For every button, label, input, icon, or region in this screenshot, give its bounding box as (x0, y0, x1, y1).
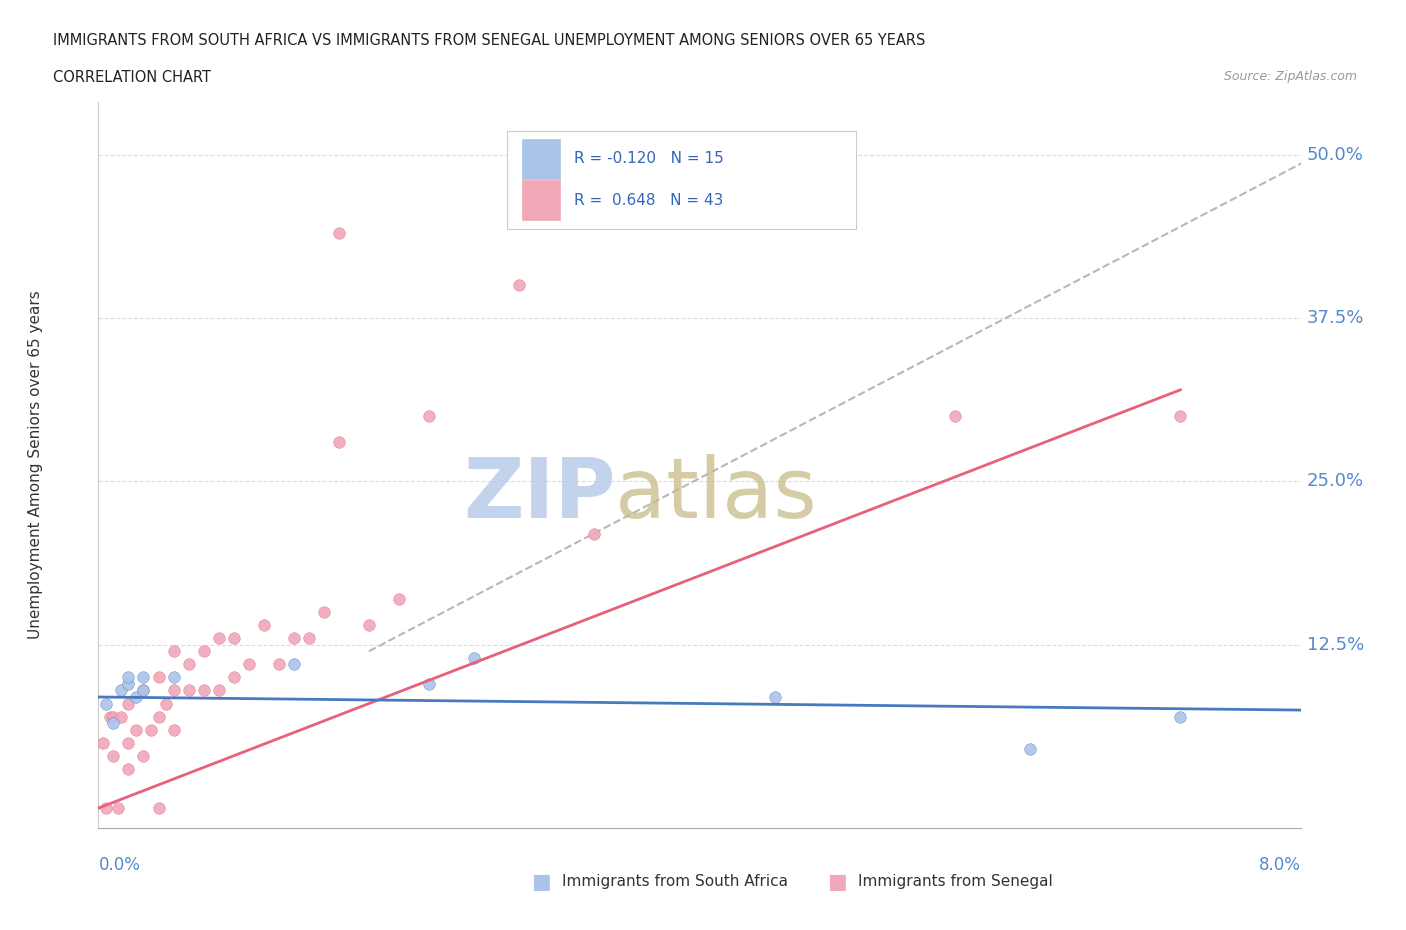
Point (91, 736, 114, 751)
Point (222, 670, 245, 684)
Point (100, 710, 122, 724)
Point (312, 604, 335, 619)
Point (94, 801, 117, 816)
FancyBboxPatch shape (508, 131, 856, 230)
Text: ■: ■ (827, 871, 846, 892)
Point (238, 657, 260, 671)
Point (139, 723, 162, 737)
Point (193, 683, 215, 698)
Point (162, 644, 184, 658)
Text: ■: ■ (531, 871, 551, 892)
Point (463, 650, 485, 665)
Point (132, 683, 155, 698)
Point (583, 526, 606, 541)
Point (177, 683, 200, 698)
Point (388, 591, 411, 606)
Point (148, 801, 170, 816)
Point (357, 618, 380, 632)
Text: Immigrants from South Africa: Immigrants from South Africa (562, 874, 789, 889)
Point (103, 716, 125, 731)
Point (328, 434, 350, 449)
Bar (522, 139, 560, 179)
Text: CORRELATION CHART: CORRELATION CHART (53, 70, 211, 85)
Point (107, 801, 129, 816)
Point (117, 736, 139, 751)
Point (117, 670, 139, 684)
Text: 50.0%: 50.0% (1306, 146, 1364, 164)
Bar (522, 180, 560, 220)
Point (94, 696, 117, 711)
Point (418, 408, 440, 423)
Point (148, 670, 170, 684)
Point (117, 696, 139, 711)
Text: R = -0.120   N = 15: R = -0.120 N = 15 (575, 152, 724, 166)
Text: Source: ZipAtlas.com: Source: ZipAtlas.com (1223, 70, 1357, 83)
Point (162, 670, 184, 684)
Point (253, 618, 276, 632)
Point (222, 631, 245, 645)
Point (1019, 742, 1042, 757)
Point (162, 723, 184, 737)
Text: Immigrants from Senegal: Immigrants from Senegal (858, 874, 1053, 889)
Point (1168, 408, 1191, 423)
Text: 0.0%: 0.0% (98, 857, 141, 874)
Point (117, 762, 139, 777)
Point (193, 644, 215, 658)
Point (132, 683, 155, 698)
Point (208, 631, 231, 645)
Point (125, 723, 148, 737)
Point (283, 657, 305, 671)
Point (177, 657, 200, 671)
Point (110, 683, 132, 698)
Point (155, 696, 177, 711)
Point (148, 710, 170, 724)
Point (1168, 710, 1191, 724)
Point (418, 676, 440, 691)
Point (132, 670, 155, 684)
Text: Unemployment Among Seniors over 65 years: Unemployment Among Seniors over 65 years (28, 291, 44, 640)
Text: 37.5%: 37.5% (1306, 309, 1364, 327)
Point (267, 657, 290, 671)
Point (208, 683, 231, 698)
Text: R =  0.648   N = 43: R = 0.648 N = 43 (575, 193, 724, 207)
Text: 12.5%: 12.5% (1306, 636, 1364, 654)
Point (298, 631, 321, 645)
Text: 8.0%: 8.0% (1258, 857, 1301, 874)
Point (508, 278, 530, 293)
Point (117, 676, 139, 691)
Text: IMMIGRANTS FROM SOUTH AFRICA VS IMMIGRANTS FROM SENEGAL UNEMPLOYMENT AMONG SENIO: IMMIGRANTS FROM SOUTH AFRICA VS IMMIGRAN… (53, 33, 925, 47)
Point (943, 408, 966, 423)
Point (763, 689, 786, 704)
Text: 25.0%: 25.0% (1306, 472, 1364, 490)
Text: atlas: atlas (616, 454, 817, 535)
Point (328, 226, 350, 241)
Point (162, 683, 184, 698)
Point (110, 710, 132, 724)
Point (283, 631, 305, 645)
Point (103, 749, 125, 764)
Point (103, 710, 125, 724)
Point (132, 749, 155, 764)
Point (125, 689, 148, 704)
Text: ZIP: ZIP (463, 454, 616, 535)
